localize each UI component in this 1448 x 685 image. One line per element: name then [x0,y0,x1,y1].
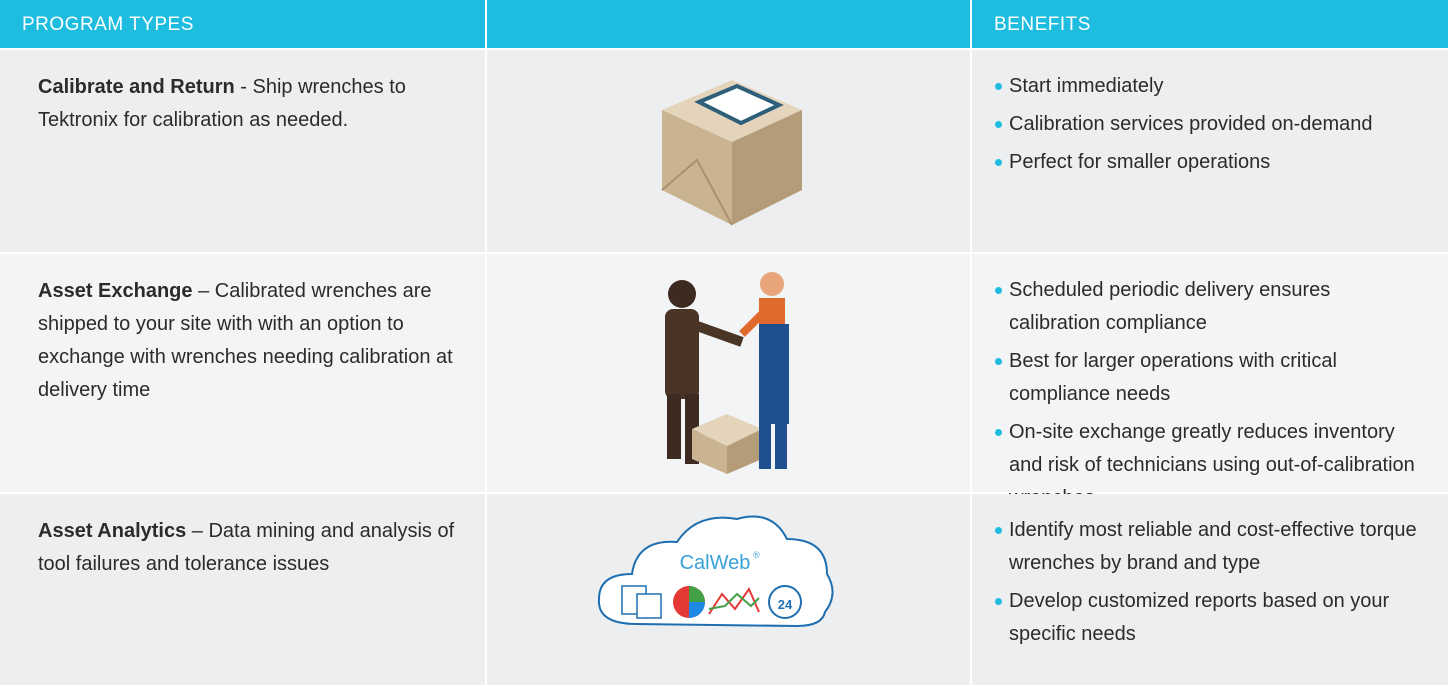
program-name: Calibrate and Return [38,76,235,98]
benefit-list: Identify most reliable and cost-effectiv… [994,514,1418,651]
clock-label: 24 [778,597,793,612]
benefit-list: Scheduled periodic delivery ensures cali… [994,274,1418,515]
program-description: – Calibrated wrenches are shipped to you… [38,280,453,401]
header-cell [487,0,970,48]
benefits-cell: Start immediately Calibration services pr… [972,50,1448,252]
benefit-item: Perfect for smaller operations [994,146,1418,179]
benefit-item: Develop customized reports based on your… [994,585,1418,651]
benefits-cell: Scheduled periodic delivery ensures cali… [972,254,1448,509]
benefit-item: Best for larger operations with critical… [994,345,1418,411]
program-description: - Ship wrenches to Tektronix for calibra… [38,76,406,131]
image-cell [487,254,970,492]
benefit-list: Start immediately Calibration services pr… [994,70,1418,179]
benefit-item: Calibration services provided on-demand [994,108,1418,141]
benefit-item: Scheduled periodic delivery ensures cali… [994,274,1418,340]
registered-mark: ® [753,550,760,560]
benefits-cell: Identify most reliable and cost-effectiv… [972,494,1448,685]
program-cell: Asset Analytics – Data mining and analys… [0,494,485,685]
image-cell [487,50,970,252]
benefit-item: Start immediately [994,70,1418,103]
image-cell: CalWeb ® 24 [487,494,970,685]
box-illustration [661,80,802,226]
exchange-illustration [665,272,789,474]
program-cell: Asset Exchange – Calibrated wrenches are… [0,254,485,492]
program-name: Asset Analytics [38,520,187,542]
benefit-item: Identify most reliable and cost-effectiv… [994,514,1418,580]
program-name: Asset Exchange [38,280,193,302]
header-cell: PROGRAM TYPES [0,0,485,48]
calweb-illustration: CalWeb ® 24 [597,515,834,628]
header-cell: BENEFITS [972,0,1448,48]
calweb-label: CalWeb [680,552,751,574]
program-cell: Calibrate and Return - Ship wrenches to … [0,50,485,252]
program-description: – Data mining and analysis of tool failu… [38,520,455,575]
